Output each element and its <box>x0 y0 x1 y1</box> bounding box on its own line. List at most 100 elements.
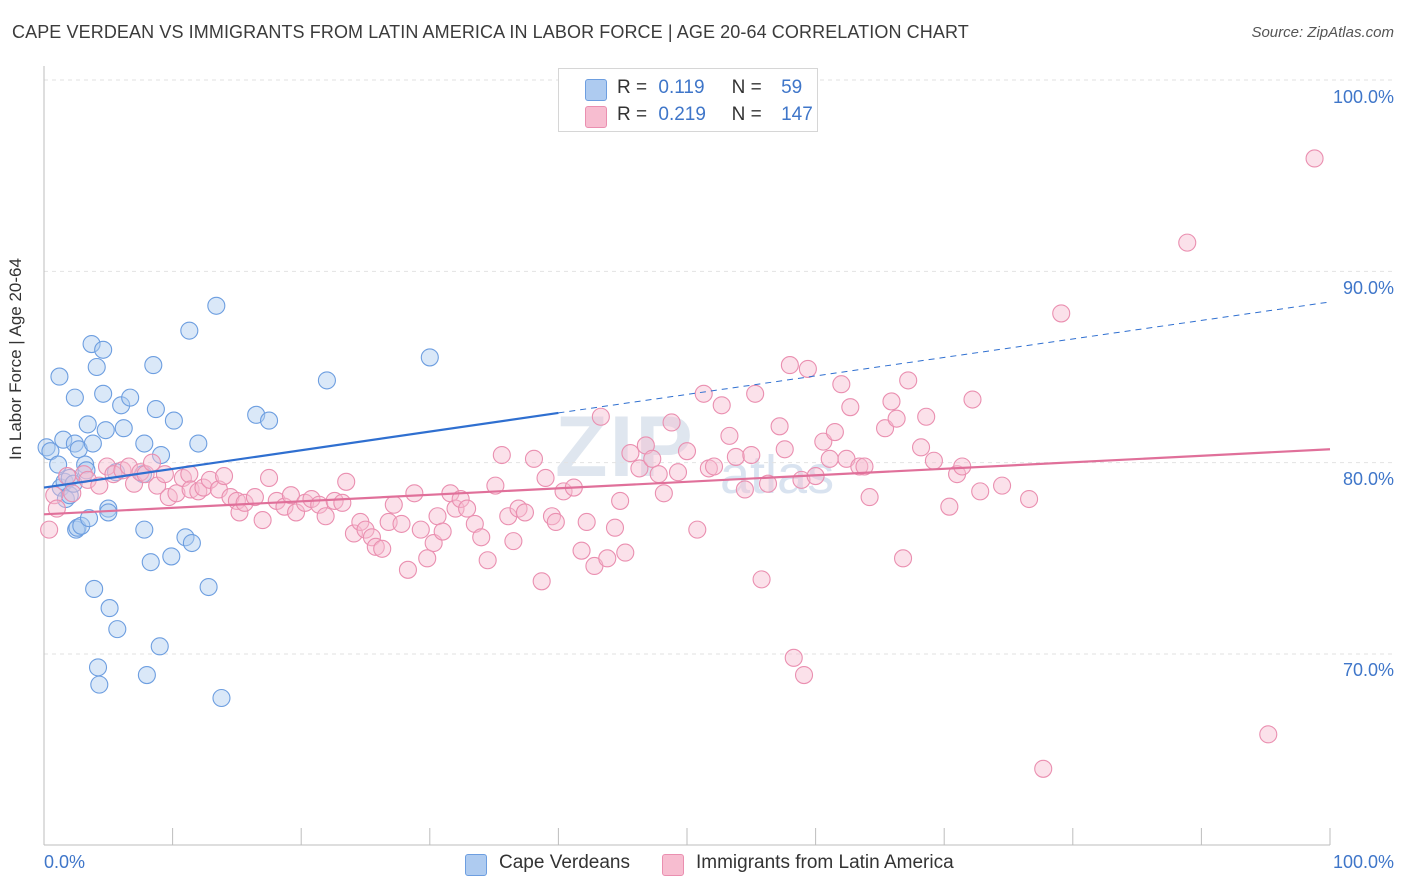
cape-verdean-point <box>108 620 127 639</box>
latin-america-point <box>746 384 765 403</box>
latin-america-point <box>356 520 375 539</box>
latin-america-point <box>472 528 491 547</box>
latin-america-point <box>546 512 565 532</box>
latin-america-point <box>850 457 869 476</box>
cape-verdean-point <box>65 388 84 407</box>
latin-america-point <box>899 371 918 390</box>
latin-america-point <box>281 486 300 505</box>
latin-america-point <box>924 451 943 470</box>
cape-verdean-point <box>60 486 79 505</box>
latin-america-point <box>704 457 724 476</box>
latin-america-point <box>418 549 437 568</box>
latin-america-point <box>820 449 839 468</box>
latin-america-point <box>742 445 761 465</box>
latin-america-point <box>1020 489 1039 509</box>
cape-verdean-point <box>121 388 140 407</box>
latin-america-point <box>841 398 860 417</box>
latin-america-point <box>591 407 610 426</box>
x-tick-label: 0.0% <box>44 852 86 872</box>
latin-america-point <box>253 511 272 530</box>
latin-america-point <box>1034 759 1053 778</box>
latin-america-point <box>963 390 982 409</box>
latin-america-point <box>405 484 424 503</box>
latin-america-point <box>662 413 681 432</box>
latin-america-point <box>855 457 874 476</box>
y-tick-label: 80.0% <box>1342 469 1394 489</box>
cape-verdean-point <box>207 296 226 315</box>
legend-label: Cape Verdeans <box>499 852 630 873</box>
cape-verdean-point <box>259 411 279 430</box>
latin-america-point <box>814 432 833 451</box>
cape-verdean-point <box>189 434 208 453</box>
cape-verdean-point <box>141 553 160 572</box>
latin-america-point <box>893 549 913 568</box>
latin-america-point <box>536 468 555 488</box>
cape-verdean-point <box>50 367 69 386</box>
latin-america-point <box>616 543 635 562</box>
latin-america-point <box>90 476 109 495</box>
latin-america-point <box>451 489 470 509</box>
cape-verdean-point <box>137 665 156 685</box>
cape-verdean-point <box>135 434 154 453</box>
cape-verdean-point <box>94 340 113 359</box>
cape-verdean-point <box>85 579 104 598</box>
cape-verdean-point <box>114 419 133 438</box>
n-value-cape-verdean: 59 <box>781 77 803 98</box>
cape-verdean-point <box>79 509 99 528</box>
latin-america-point <box>1305 149 1324 168</box>
cape-verdean-trend-line <box>43 411 559 489</box>
cape-verdean-point <box>199 577 218 597</box>
latin-america-point <box>259 468 279 488</box>
latin-america-point <box>398 560 417 579</box>
n-value-latin-america: 147 <box>781 104 813 125</box>
latin-america-point <box>752 570 771 589</box>
latin-america-point <box>411 520 430 539</box>
r-label: R = <box>617 104 648 125</box>
y-tick-label: 70.0% <box>1342 660 1394 680</box>
latin-america-swatch <box>585 106 607 128</box>
cape-verdean-point <box>82 334 101 354</box>
latin-america-point <box>478 551 497 570</box>
cape-verdean-point <box>78 415 97 434</box>
cape-verdean-point <box>144 356 163 375</box>
latin-america-point <box>63 484 82 503</box>
stats-legend: R = 0.119 N = 59 R = 0.219 N = 147 <box>558 68 818 132</box>
latin-america-point <box>1259 725 1278 744</box>
y-axis-label: In Labor Force | Age 20-64 <box>6 258 25 460</box>
latin-america-point <box>492 445 511 465</box>
latin-america-point <box>605 518 625 537</box>
latin-america-point <box>200 470 219 489</box>
latin-america-point <box>649 465 668 484</box>
cape-verdean-point <box>96 421 115 440</box>
r-value-latin-america: 0.219 <box>658 104 706 125</box>
cape-verdean-point <box>41 442 60 461</box>
latin-america-point <box>515 503 535 522</box>
latin-america-point <box>643 449 662 468</box>
latin-america-point <box>784 648 803 667</box>
latin-america-point <box>214 467 234 486</box>
latin-america-point <box>458 499 477 518</box>
latin-america-point <box>344 524 363 543</box>
latin-america-point <box>912 438 931 457</box>
latin-america-point <box>316 507 335 526</box>
latin-america-point <box>917 407 936 426</box>
cape-verdean-point <box>317 371 336 390</box>
cape-verdean-point <box>54 430 73 449</box>
cape-verdean-point <box>83 434 102 453</box>
cape-verdean-point <box>87 357 106 377</box>
n-label: N = <box>731 77 762 98</box>
cape-verdean-point <box>90 675 109 694</box>
latin-america-point <box>720 426 739 445</box>
r-label: R = <box>617 77 648 98</box>
cape-verdean-trend-extension <box>558 301 1331 414</box>
cape-verdean-point <box>146 400 165 419</box>
latin-america-point <box>770 417 789 436</box>
cape-verdean-point <box>212 688 231 708</box>
latin-america-point <box>694 384 713 403</box>
latin-america-point <box>1052 304 1071 323</box>
cape-verdean-point <box>164 411 183 430</box>
latin-america-point <box>577 512 596 532</box>
latin-america-point <box>167 484 186 503</box>
cape-verdean-point <box>88 658 108 677</box>
latin-america-point <box>798 359 817 378</box>
